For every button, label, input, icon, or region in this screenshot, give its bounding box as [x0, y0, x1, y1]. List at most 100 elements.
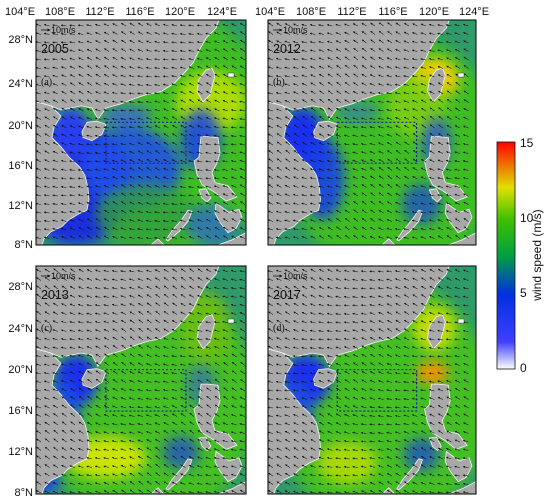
wind-arrow: [95, 100, 101, 103]
wind-arrow: [171, 99, 178, 103]
wind-arrow: [180, 151, 186, 154]
wind-arrow: [120, 65, 127, 69]
wind-arrow: [239, 39, 246, 44]
wind-arrow: [103, 134, 110, 138]
wind-arrow: [103, 176, 110, 180]
wind-arrow: [44, 168, 50, 171]
wind-arrow: [205, 151, 212, 154]
wind-arrow: [120, 117, 127, 121]
wind-arrow: [129, 151, 135, 154]
lat-tick: 16°N: [8, 160, 33, 172]
wind-arrow: [188, 74, 195, 78]
wind-arrow: [94, 117, 101, 120]
wind-arrow: [180, 107, 186, 112]
wind-arrow: [52, 58, 59, 61]
wind-arrow: [86, 90, 93, 95]
wind-arrow: [43, 32, 50, 35]
wind-arrow: [69, 116, 76, 120]
lon-tick: 112°E: [85, 6, 114, 18]
wind-arrow: [95, 73, 101, 78]
wind-arrow: [222, 82, 229, 86]
wind-arrow: [179, 24, 186, 27]
wind-arrow: [154, 23, 161, 27]
panel-label: (c): [41, 323, 52, 334]
wind-arrow: [77, 168, 84, 172]
wind-arrow: [69, 107, 76, 112]
wind-arrow: [60, 177, 67, 180]
wind-arrow: [145, 92, 152, 95]
wind-arrow: [60, 159, 67, 163]
wind-arrow: [78, 125, 84, 129]
lon-tick: 124°E: [459, 6, 489, 18]
wind-arrow: [86, 65, 93, 69]
wind-arrow: [120, 92, 127, 95]
wind-arrow: [95, 48, 101, 52]
wind-arrow: [163, 141, 169, 146]
wind-arrow: [171, 41, 178, 44]
wind-arrow: [214, 57, 220, 61]
wind-arrow: [180, 142, 186, 146]
wind-arrow: [180, 91, 186, 95]
wind-arrow: [230, 117, 237, 120]
wind-arrow: [205, 49, 212, 52]
wind-arrow: [231, 176, 237, 180]
wind-arrow: [137, 83, 144, 86]
panel-a-2005: 104°E 108°E 112°E 116°E 120°E 124°E 28°N…: [5, 6, 247, 251]
wind-arrow: [103, 143, 110, 146]
wind-arrow: [214, 91, 220, 95]
wind-arrow: [137, 109, 144, 112]
wind-arrow: [154, 32, 161, 35]
lon-tick: 120°E: [419, 6, 449, 18]
wind-arrow: [60, 24, 67, 27]
wind-arrow: [137, 125, 144, 129]
wind-arrow: [146, 31, 152, 35]
wind-arrow: [239, 151, 246, 154]
wind-arrow: [171, 75, 178, 78]
wind-arrow: [154, 117, 161, 120]
wind-arrow: [86, 117, 93, 120]
wind-arrow: [52, 124, 59, 129]
wind-arrow: [231, 82, 237, 86]
wind-arrow: [145, 66, 152, 69]
wind-arrow: [213, 125, 220, 129]
wind-arrow: [188, 82, 195, 86]
wind-arrow: [154, 40, 161, 44]
wind-arrow: [128, 117, 135, 120]
lat-tick: 8°N: [15, 487, 34, 499]
wind-arrow: [205, 160, 212, 163]
wind-arrow: [60, 185, 67, 189]
wind-arrow: [222, 100, 229, 103]
wind-arrow: [145, 109, 152, 112]
wind-arrow: [196, 57, 203, 61]
wind-arrow: [163, 133, 169, 137]
lat-tick: 24°N: [8, 78, 33, 90]
wind-arrow: [120, 83, 127, 86]
wind-arrow: [197, 99, 203, 103]
wind-arrow: [44, 100, 50, 103]
wind-arrow: [86, 48, 93, 52]
wind-arrow: [69, 74, 76, 78]
wind-arrow: [36, 185, 42, 188]
wind-arrow: [86, 168, 93, 171]
wind-arrow: [78, 57, 84, 61]
wind-arrow: [146, 40, 152, 44]
wind-arrow: [213, 117, 220, 120]
wind-arrow: [43, 49, 50, 53]
wind-arrow: [61, 125, 67, 129]
land-mass: [36, 20, 220, 120]
wind-arrow: [197, 90, 203, 95]
wind-arrow: [197, 107, 203, 112]
wind-arrow: [128, 66, 135, 69]
land-mass: [198, 188, 212, 203]
wind-arrow: [154, 66, 161, 70]
wind-arrow: [188, 168, 195, 171]
wind-arrow: [222, 91, 229, 95]
wind-arrow: [77, 177, 84, 180]
wind-arrow: [128, 109, 135, 112]
wind-arrow: [129, 159, 135, 163]
colorbar-tick: 0: [520, 361, 527, 375]
wind-arrow: [171, 176, 178, 180]
wind-arrow: [230, 100, 237, 103]
wind-arrow: [146, 142, 152, 146]
wind-arrow: [128, 134, 135, 137]
